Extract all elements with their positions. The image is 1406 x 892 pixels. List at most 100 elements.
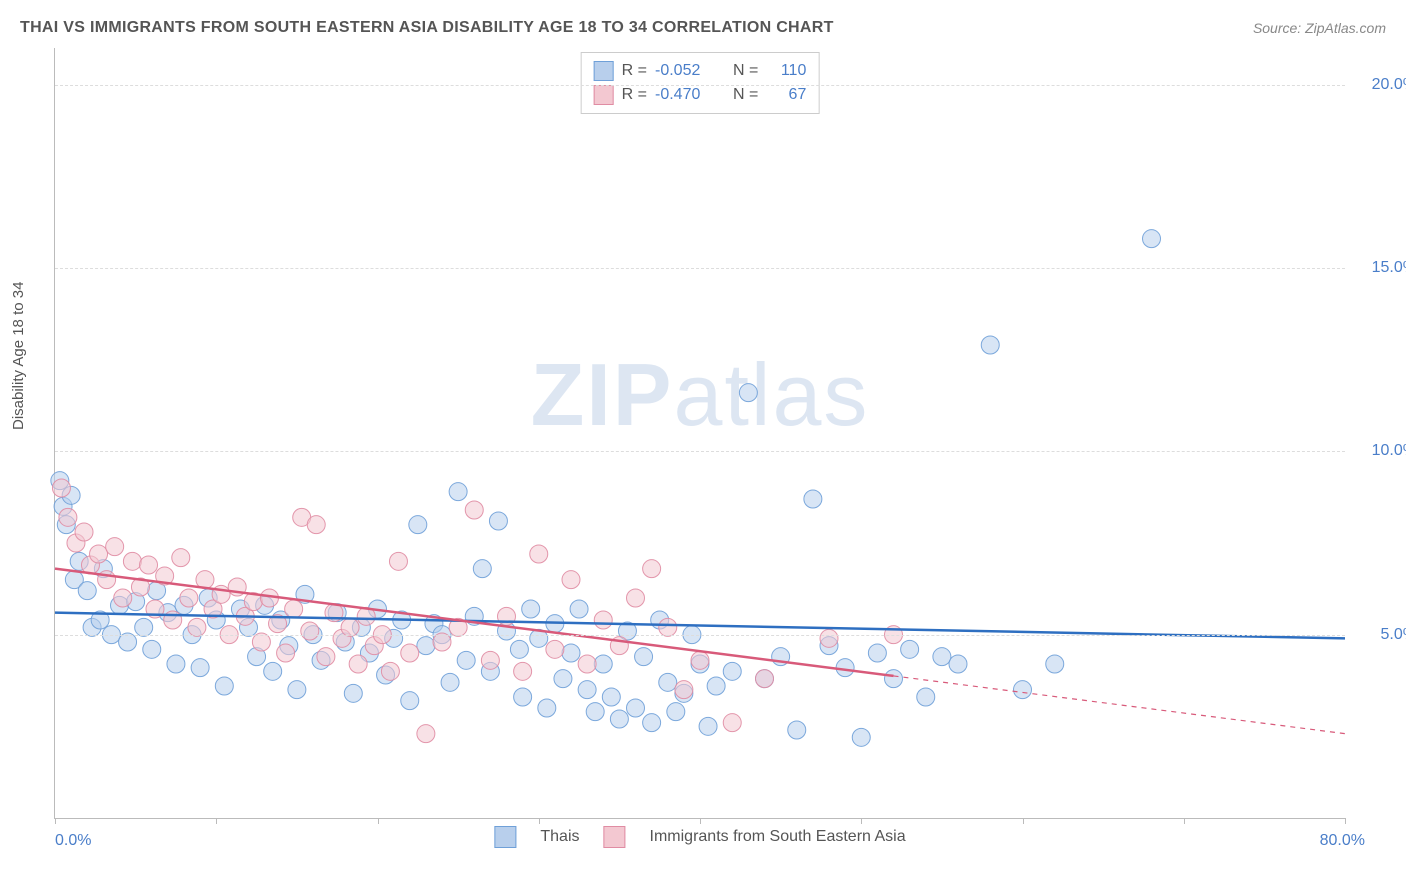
data-point (707, 677, 725, 695)
data-point (546, 640, 564, 658)
data-point (981, 336, 999, 354)
data-point (578, 655, 596, 673)
data-point (868, 644, 886, 662)
data-point (643, 714, 661, 732)
trend-line-extrapolated (894, 676, 1346, 734)
data-point (643, 560, 661, 578)
data-point (1014, 681, 1032, 699)
data-point (140, 556, 158, 574)
correlation-row-0: R = -0.052 N = 110 (594, 59, 807, 83)
data-point (417, 637, 435, 655)
x-tick (1345, 818, 1346, 824)
data-point (473, 560, 491, 578)
data-point (180, 589, 198, 607)
x-tick (861, 818, 862, 824)
data-point (917, 688, 935, 706)
data-point (562, 571, 580, 589)
legend-label-0: Thais (540, 828, 579, 846)
data-point (449, 483, 467, 501)
data-point (933, 648, 951, 666)
data-point (820, 629, 838, 647)
data-point (75, 523, 93, 541)
data-point (119, 633, 137, 651)
data-point (949, 655, 967, 673)
y-tick-label: 20.0% (1357, 76, 1406, 94)
data-point (285, 600, 303, 618)
data-point (659, 618, 677, 636)
data-point (409, 516, 427, 534)
data-point (489, 512, 507, 530)
data-point (301, 622, 319, 640)
data-point (1046, 655, 1064, 673)
x-tick (216, 818, 217, 824)
legend-label-1: Immigrants from South Eastern Asia (650, 828, 906, 846)
data-point (106, 538, 124, 556)
data-point (756, 670, 774, 688)
data-point (252, 633, 270, 651)
data-point (675, 681, 693, 699)
page-title: THAI VS IMMIGRANTS FROM SOUTH EASTERN AS… (20, 19, 834, 37)
gridline (55, 451, 1345, 452)
y-tick-label: 10.0% (1357, 442, 1406, 460)
data-point (627, 699, 645, 717)
x-tick-label: 80.0% (1320, 832, 1365, 850)
x-tick-label: 0.0% (55, 832, 91, 850)
data-point (852, 728, 870, 746)
data-point (52, 479, 70, 497)
data-point (307, 516, 325, 534)
series-legend: Thais Immigrants from South Eastern Asia (494, 826, 905, 848)
data-point (317, 648, 335, 666)
data-point (514, 688, 532, 706)
data-point (481, 651, 499, 669)
data-point (341, 618, 359, 636)
data-point (594, 611, 612, 629)
data-point (277, 644, 295, 662)
data-point (264, 662, 282, 680)
data-point (457, 651, 475, 669)
data-point (699, 717, 717, 735)
source-attribution: Source: ZipAtlas.com (1253, 20, 1386, 36)
data-point (610, 710, 628, 728)
data-point (788, 721, 806, 739)
swatch-pink (594, 85, 614, 105)
data-point (586, 703, 604, 721)
data-point (667, 703, 685, 721)
data-point (188, 618, 206, 636)
x-tick (539, 818, 540, 824)
y-axis-label: Disability Age 18 to 34 (10, 282, 27, 430)
data-point (172, 549, 190, 567)
scatter-svg (55, 48, 1345, 818)
data-point (522, 600, 540, 618)
data-point (417, 725, 435, 743)
data-point (659, 673, 677, 691)
data-point (114, 589, 132, 607)
data-point (349, 655, 367, 673)
chart-plot-area: ZIPatlas R = -0.052 N = 110 R = -0.470 N… (54, 48, 1345, 819)
correlation-legend: R = -0.052 N = 110 R = -0.470 N = 67 (581, 52, 820, 114)
data-point (739, 384, 757, 402)
data-point (554, 670, 572, 688)
data-point (441, 673, 459, 691)
legend-swatch-1 (604, 826, 626, 848)
data-point (167, 655, 185, 673)
data-point (594, 655, 612, 673)
y-tick-label: 15.0% (1357, 259, 1406, 277)
data-point (191, 659, 209, 677)
x-tick (378, 818, 379, 824)
data-point (723, 714, 741, 732)
data-point (901, 640, 919, 658)
data-point (723, 662, 741, 680)
data-point (635, 648, 653, 666)
data-point (135, 618, 153, 636)
x-tick (700, 818, 701, 824)
data-point (344, 684, 362, 702)
data-point (401, 644, 419, 662)
x-tick (1023, 818, 1024, 824)
data-point (288, 681, 306, 699)
gridline (55, 635, 1345, 636)
data-point (90, 545, 108, 563)
data-point (215, 677, 233, 695)
data-point (389, 552, 407, 570)
data-point (465, 501, 483, 519)
correlation-row-1: R = -0.470 N = 67 (594, 83, 807, 107)
